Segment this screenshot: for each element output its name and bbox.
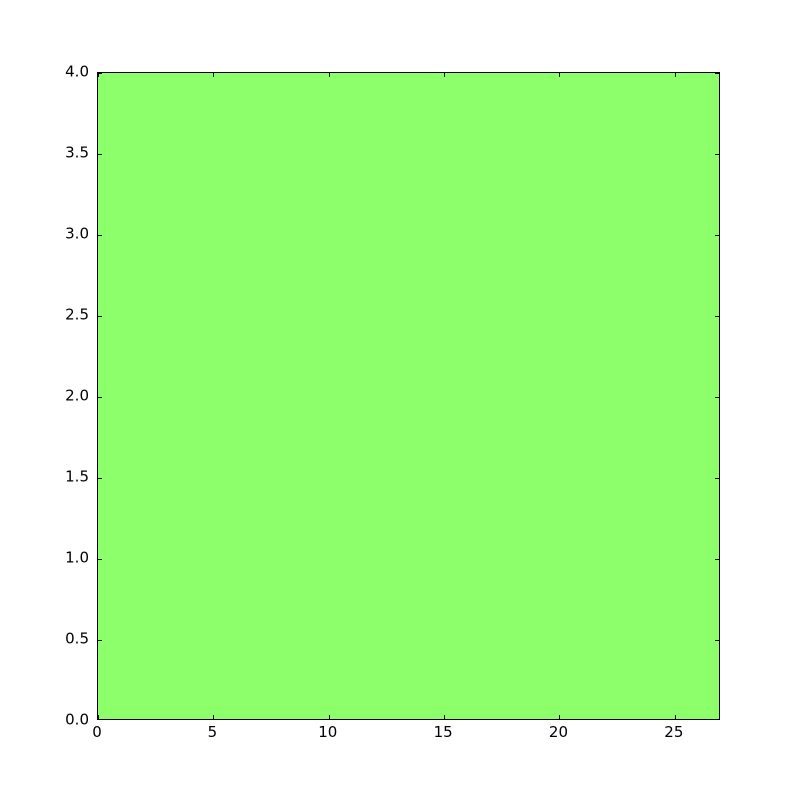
y-tick-left: [98, 235, 102, 236]
y-tick-left: [98, 397, 102, 398]
x-tick-bottom: [213, 715, 215, 719]
y-tick-label: 1.0: [65, 548, 89, 567]
y-tick-label: 2.5: [65, 305, 89, 324]
x-tick-bottom: [559, 715, 561, 719]
y-tick-label: 0.5: [65, 629, 89, 648]
y-tick-left: [98, 640, 102, 641]
x-tick-bottom: [98, 715, 99, 719]
y-tick-right: [715, 73, 719, 74]
y-axis-tick-labels: 0.0 0.5 1.0 1.5 2.0 2.5 3.0 3.5 4.0: [0, 0, 89, 800]
x-tick-top: [98, 73, 99, 77]
y-tick-left: [98, 559, 102, 560]
y-tick-left: [98, 316, 102, 317]
y-tick-label: 3.0: [65, 224, 89, 243]
y-tick-left: [98, 478, 102, 479]
y-tick-right: [715, 397, 719, 398]
y-tick-right: [715, 559, 719, 560]
y-tick-right: [715, 640, 719, 641]
y-tick-right: [715, 154, 719, 155]
y-tick-label: 0.0: [65, 710, 89, 729]
x-tick-label: 5: [207, 723, 218, 741]
x-tick-bottom: [328, 715, 330, 719]
x-tick-label: 0: [92, 723, 102, 741]
x-tick-label: 25: [664, 723, 684, 741]
x-tick-bottom: [674, 715, 676, 719]
y-tick-label: 1.5: [65, 467, 89, 486]
x-tick-label: 20: [548, 723, 569, 741]
y-tick-right: [715, 316, 719, 317]
x-tick-bottom: [444, 715, 446, 719]
y-tick-label: 4.0: [65, 62, 89, 81]
x-tick-label: 15: [433, 723, 453, 741]
x-tick-top: [213, 73, 215, 77]
y-tick-left: [98, 154, 102, 155]
y-tick-label: 2.0: [65, 386, 89, 405]
x-tick-top: [559, 73, 561, 77]
area-fill-series-0: [98, 73, 719, 719]
y-tick-right: [715, 478, 719, 479]
plot-area: [97, 72, 720, 720]
x-tick-top: [328, 73, 330, 77]
y-tick-left: [98, 73, 102, 74]
x-tick-top: [444, 73, 446, 77]
y-tick-label: 3.5: [65, 143, 89, 162]
y-tick-right: [715, 235, 719, 236]
x-tick-label: 10: [318, 723, 338, 741]
x-tick-top: [674, 73, 676, 77]
